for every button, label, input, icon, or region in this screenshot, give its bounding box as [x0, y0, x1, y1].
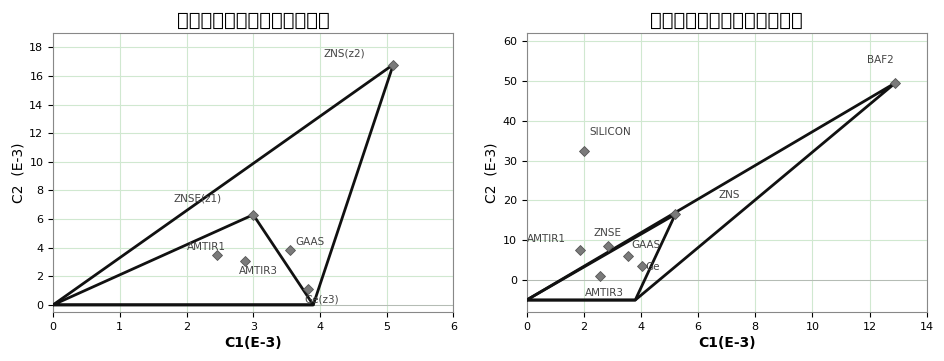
Title: 红外材料在双波段上的色差图: 红外材料在双波段上的色差图	[649, 11, 802, 30]
Text: AMTIR3: AMTIR3	[238, 266, 278, 276]
Text: ZNSE: ZNSE	[593, 228, 621, 238]
Text: AMTIR1: AMTIR1	[526, 234, 565, 244]
Text: GAAS: GAAS	[631, 240, 660, 250]
Text: AMTIR3: AMTIR3	[584, 288, 624, 298]
X-axis label: C1(E-3): C1(E-3)	[224, 336, 281, 350]
X-axis label: C1(E-3): C1(E-3)	[698, 336, 755, 350]
Title: 红外材料在双波段上的色差图: 红外材料在双波段上的色差图	[177, 11, 329, 30]
Text: ZNS(z2): ZNS(z2)	[323, 49, 364, 59]
Text: AMTIR1: AMTIR1	[186, 242, 226, 252]
Text: Ge: Ge	[645, 262, 659, 272]
Text: ZNSE(z1): ZNSE(z1)	[173, 193, 221, 203]
Text: SILICON: SILICON	[589, 127, 631, 137]
Text: BAF2: BAF2	[866, 55, 893, 65]
Y-axis label: C2  (E-3): C2 (E-3)	[484, 142, 498, 203]
Y-axis label: C2  (E-3): C2 (E-3)	[11, 142, 25, 203]
Text: ZNS: ZNS	[717, 190, 739, 200]
Text: Ge(z3): Ge(z3)	[304, 295, 339, 305]
Text: GAAS: GAAS	[295, 237, 324, 247]
